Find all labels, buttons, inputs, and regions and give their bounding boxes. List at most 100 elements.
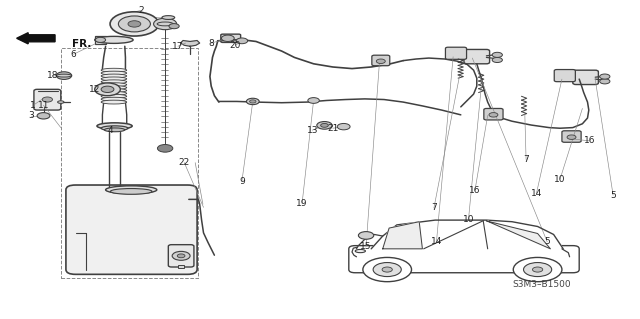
Bar	[61, 48, 198, 278]
Polygon shape	[383, 222, 422, 249]
Text: 8: 8	[209, 39, 214, 48]
Ellipse shape	[106, 186, 157, 194]
Circle shape	[600, 74, 610, 79]
Ellipse shape	[101, 80, 127, 84]
Text: 9: 9	[239, 177, 244, 186]
FancyBboxPatch shape	[573, 70, 598, 85]
Circle shape	[169, 24, 179, 29]
Text: 12: 12	[89, 85, 100, 94]
FancyBboxPatch shape	[554, 70, 575, 82]
Text: 3: 3	[28, 111, 33, 120]
Ellipse shape	[101, 89, 127, 93]
Text: 4: 4	[108, 126, 113, 135]
Text: FR.: FR.	[72, 39, 92, 49]
Circle shape	[382, 267, 392, 272]
Ellipse shape	[101, 126, 128, 131]
Text: 17: 17	[172, 42, 184, 51]
Ellipse shape	[104, 128, 125, 132]
Circle shape	[358, 232, 374, 239]
FancyBboxPatch shape	[34, 89, 61, 110]
Circle shape	[221, 35, 234, 41]
Text: 13: 13	[307, 126, 318, 135]
Ellipse shape	[101, 71, 127, 75]
Bar	[178, 265, 184, 268]
Circle shape	[101, 86, 114, 93]
Ellipse shape	[101, 86, 127, 90]
Text: 16: 16	[584, 137, 596, 145]
Ellipse shape	[162, 16, 175, 19]
Ellipse shape	[58, 101, 64, 103]
Circle shape	[492, 57, 502, 63]
Ellipse shape	[101, 68, 127, 72]
Polygon shape	[371, 220, 563, 249]
Text: 5: 5	[611, 191, 616, 200]
Ellipse shape	[101, 94, 127, 98]
Circle shape	[42, 97, 52, 102]
Text: 10: 10	[554, 175, 566, 184]
Circle shape	[118, 16, 150, 32]
Circle shape	[373, 263, 401, 277]
Ellipse shape	[101, 100, 127, 104]
Ellipse shape	[101, 97, 127, 101]
Circle shape	[56, 72, 72, 79]
Circle shape	[250, 100, 256, 103]
Text: 11: 11	[38, 101, 49, 110]
FancyArrow shape	[17, 33, 55, 44]
Text: 5: 5	[545, 237, 550, 246]
Circle shape	[128, 21, 141, 27]
Bar	[95, 36, 106, 44]
Circle shape	[532, 267, 543, 272]
Polygon shape	[180, 41, 200, 46]
Ellipse shape	[101, 77, 127, 81]
Text: 18: 18	[47, 71, 58, 80]
Circle shape	[172, 251, 190, 260]
FancyBboxPatch shape	[562, 131, 581, 142]
Circle shape	[321, 123, 328, 127]
Circle shape	[177, 254, 185, 258]
Text: 6: 6	[71, 50, 76, 59]
Text: 14: 14	[531, 189, 542, 198]
Text: 16: 16	[469, 186, 481, 195]
Circle shape	[236, 38, 248, 44]
Text: 20: 20	[230, 41, 241, 50]
Circle shape	[308, 98, 319, 103]
Ellipse shape	[110, 189, 152, 194]
Text: 21: 21	[327, 124, 339, 133]
Circle shape	[489, 113, 498, 117]
Text: 1: 1	[31, 101, 36, 110]
Ellipse shape	[157, 22, 173, 26]
FancyBboxPatch shape	[372, 55, 390, 66]
Circle shape	[95, 37, 106, 42]
Circle shape	[513, 257, 562, 282]
FancyBboxPatch shape	[464, 49, 490, 64]
Circle shape	[317, 122, 332, 129]
Circle shape	[363, 257, 412, 282]
FancyBboxPatch shape	[445, 47, 467, 59]
Circle shape	[246, 98, 259, 105]
Text: 22: 22	[179, 158, 190, 167]
Circle shape	[600, 79, 610, 84]
Text: 15: 15	[360, 242, 372, 251]
Circle shape	[567, 135, 576, 139]
Circle shape	[95, 83, 120, 96]
Ellipse shape	[97, 123, 132, 129]
Circle shape	[37, 113, 50, 119]
Polygon shape	[486, 221, 550, 249]
Circle shape	[154, 18, 177, 30]
FancyBboxPatch shape	[168, 245, 194, 267]
Circle shape	[110, 12, 159, 36]
Ellipse shape	[101, 83, 127, 86]
FancyBboxPatch shape	[221, 34, 241, 42]
Text: 14: 14	[431, 237, 442, 246]
Circle shape	[492, 52, 502, 57]
Ellipse shape	[101, 92, 127, 95]
Text: S3M3–B1500: S3M3–B1500	[512, 280, 571, 289]
FancyBboxPatch shape	[349, 246, 579, 273]
Text: 7: 7	[431, 204, 436, 212]
Text: 10: 10	[463, 215, 474, 224]
Text: 2: 2	[138, 6, 143, 15]
Circle shape	[337, 123, 350, 130]
Circle shape	[376, 59, 385, 63]
FancyBboxPatch shape	[484, 108, 503, 120]
Text: 7: 7	[524, 155, 529, 164]
